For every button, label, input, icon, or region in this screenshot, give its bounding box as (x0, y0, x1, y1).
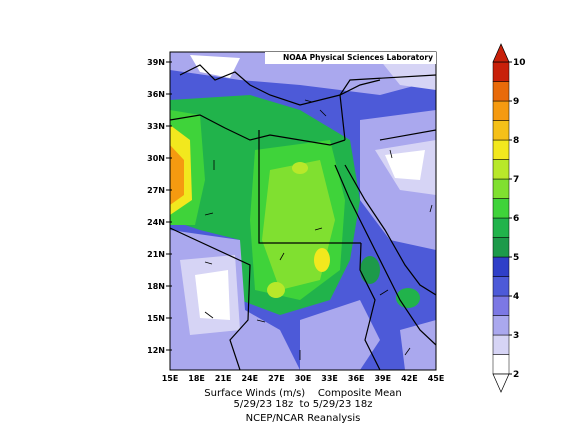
colorbar-segment (492, 120, 510, 141)
colorbar-segment (492, 256, 510, 277)
colorbar-segment (492, 334, 510, 355)
colorbar-segment (492, 237, 510, 258)
colorbar-label: 3 (513, 331, 519, 341)
colorbar-segment (492, 159, 510, 180)
lon-label: 15E (162, 374, 179, 383)
colorbar-segment (492, 354, 510, 375)
lon-label: 24E (241, 374, 258, 383)
lat-label: 27N (147, 186, 165, 195)
colorbar-cap (492, 373, 510, 393)
caption-source: NCEP/NCAR Reanalysis (246, 413, 361, 424)
lon-label: 30E (295, 374, 312, 383)
colorbar: 2 3 4 5 6 7 8 9 10 (492, 43, 526, 393)
lon-label: 36E (348, 374, 365, 383)
lat-label: 24N (147, 218, 165, 227)
colorbar-label: 6 (513, 214, 519, 224)
lon-label: 18E (188, 374, 205, 383)
credit-box (265, 52, 436, 64)
colorbar-label: 2 (513, 370, 519, 380)
colorbar-label: 9 (513, 97, 519, 107)
colorbar-segment (492, 178, 510, 199)
lon-label: 42E (401, 374, 418, 383)
colorbar-segment (492, 295, 510, 316)
caption-dates: 5/29/23 18z to 5/29/23 18z (234, 399, 373, 410)
colorbar-label: 4 (513, 292, 519, 302)
lat-label: 36N (147, 90, 165, 99)
colorbar-label: 8 (513, 136, 519, 146)
colorbar-segment (492, 81, 510, 102)
colorbar-label: 7 (513, 175, 519, 185)
colorbar-segment (492, 139, 510, 160)
lat-label: 33N (147, 122, 165, 131)
credit: NOAA Physical Sciences Laboratory (283, 53, 433, 62)
lat-label: 21N (147, 250, 165, 259)
axis-labels: 39N 36N 33N 30N 27N 24N 21N 18N 15N 12N 15E 18E 21E 2… (147, 58, 444, 383)
wind-field (170, 52, 436, 370)
colorbar-segment (492, 100, 510, 121)
boundaries (170, 64, 436, 370)
colorbar-segment (492, 276, 510, 297)
colorbar-label: 5 (513, 253, 519, 263)
lat-label: 30N (147, 154, 165, 163)
lat-label: 18N (147, 282, 165, 291)
colorbar-segment (492, 217, 510, 238)
lon-label: 45E (428, 374, 445, 383)
caption-title: Surface Winds (m/s) Composite Mean (204, 388, 401, 399)
lon-label: 33E (321, 374, 338, 383)
lat-label: 39N (147, 58, 165, 67)
lon-label: 21E (215, 374, 232, 383)
colorbar-label: 10 (513, 58, 526, 68)
colorbar-cap (492, 43, 510, 63)
colorbar-segment (492, 61, 510, 82)
lon-label: 39E (374, 374, 391, 383)
colorbar-segment (492, 198, 510, 219)
wind-arrows (204, 99, 433, 360)
lat-label: 15N (147, 314, 165, 323)
lon-label: 27E (268, 374, 285, 383)
colorbar-segment (492, 315, 510, 336)
lat-label: 12N (147, 346, 165, 355)
